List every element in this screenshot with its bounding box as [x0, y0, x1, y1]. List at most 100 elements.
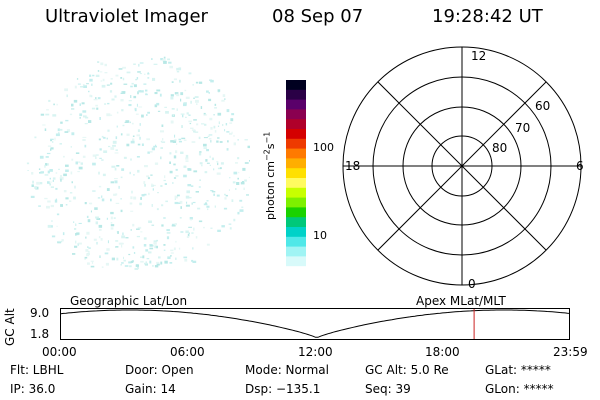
aurora-pixel	[49, 177, 51, 180]
aurora-pixel	[135, 113, 139, 115]
aurora-pixel	[71, 108, 75, 110]
aurora-pixel	[133, 95, 137, 99]
timeline-xtick-0600: 06:00	[170, 345, 205, 359]
aurora-pixel	[86, 253, 89, 257]
aurora-pixel	[247, 145, 250, 149]
aurora-pixel	[218, 121, 220, 125]
aurora-pixel	[133, 84, 137, 88]
aurora-pixel	[132, 138, 135, 142]
aurora-pixel	[198, 220, 203, 223]
aurora-pixel	[166, 231, 171, 234]
aurora-pixel	[216, 172, 221, 175]
aurora-pixel	[188, 120, 192, 123]
aurora-pixel	[192, 84, 194, 86]
aurora-pixel	[88, 251, 90, 253]
aurora-pixel	[136, 156, 140, 158]
aurora-pixel	[95, 74, 100, 77]
aurora-pixel	[239, 209, 244, 212]
aurora-pixel	[52, 141, 54, 143]
aurora-pixel	[163, 179, 166, 182]
aurora-pixel	[181, 137, 186, 140]
aurora-pixel	[110, 227, 114, 230]
aurora-pixel	[36, 181, 40, 185]
aurora-pixel	[179, 217, 182, 219]
aurora-pixel	[125, 237, 129, 239]
aurora-pixel	[206, 90, 209, 93]
aurora-pixel	[225, 123, 228, 126]
aurora-pixel	[185, 204, 190, 207]
aurora-pixel	[180, 113, 185, 115]
aurora-pixel	[133, 196, 137, 200]
aurora-pixel	[197, 207, 201, 210]
aurora-pixel	[106, 217, 108, 220]
aurora-pixel	[83, 115, 87, 118]
aurora-pixel	[183, 165, 187, 168]
aurora-pixel	[175, 257, 177, 260]
aurora-pixel	[130, 140, 135, 144]
aurora-pixel	[178, 202, 181, 204]
aurora-pixel	[55, 172, 58, 174]
aurora-pixel	[198, 136, 201, 140]
aurora-pixel	[203, 203, 208, 206]
colorbar-swatch	[286, 138, 306, 150]
aurora-pixel	[71, 158, 74, 161]
aurora-pixel	[203, 143, 207, 147]
aurora-pixel	[98, 185, 102, 188]
aurora-pixel	[98, 138, 101, 141]
aurora-pixel	[198, 152, 202, 156]
aurora-pixel	[154, 92, 158, 95]
aurora-pixel	[120, 176, 123, 179]
aurora-pixel	[188, 114, 191, 116]
aurora-pixel	[110, 147, 115, 150]
aurora-pixel	[73, 221, 75, 223]
aurora-pixel	[123, 256, 124, 260]
date-label: 08 Sep 07	[272, 6, 364, 27]
aurora-pixel	[199, 179, 201, 181]
aurora-pixel	[185, 195, 190, 199]
aurora-pixel	[217, 162, 219, 166]
colorbar-swatch	[286, 217, 306, 228]
aurora-pixel	[210, 190, 214, 192]
aurora-pixel	[224, 197, 227, 200]
aurora-pixel	[82, 155, 86, 158]
aurora-pixel	[233, 135, 235, 137]
aurora-pixel	[34, 186, 37, 189]
aurora-pixel	[103, 136, 106, 139]
aurora-pixel	[249, 160, 250, 162]
aurora-pixel	[140, 260, 144, 263]
aurora-pixel	[179, 200, 183, 204]
aurora-pixel	[63, 155, 65, 158]
aurora-pixel	[82, 139, 86, 141]
aurora-pixel	[169, 170, 173, 174]
aurora-pixel	[132, 223, 135, 227]
aurora-pixel	[120, 264, 122, 266]
aurora-pixel	[98, 171, 100, 175]
aurora-pixel	[213, 168, 215, 171]
aurora-pixel	[170, 255, 172, 257]
aurora-pixel	[87, 246, 89, 248]
aurora-pixel	[160, 140, 162, 142]
aurora-pixel	[147, 77, 150, 79]
aurora-pixel	[139, 73, 142, 75]
aurora-pixel	[50, 181, 52, 183]
aurora-pixel	[199, 162, 203, 165]
aurora-pixel	[140, 231, 143, 233]
aurora-pixel	[160, 147, 163, 149]
aurora-pixel	[121, 244, 123, 248]
aurora-pixel	[94, 207, 98, 210]
aurora-pixel	[106, 137, 108, 140]
aurora-pixel	[115, 149, 118, 151]
aurora-pixel	[42, 124, 46, 126]
aurora-pixel	[145, 89, 148, 92]
colorbar-units: photon cm−2s−1	[262, 131, 277, 220]
aurora-pixel	[46, 205, 50, 209]
aurora-pixel	[136, 235, 140, 238]
aurora-pixel	[89, 94, 92, 98]
aurora-pixel	[114, 152, 119, 154]
aurora-pixel	[104, 72, 108, 74]
aurora-pixel	[148, 251, 152, 254]
aurora-pixel	[174, 201, 179, 205]
aurora-pixel	[172, 114, 175, 117]
aurora-pixel	[211, 157, 214, 161]
aurora-pixel	[226, 109, 230, 113]
